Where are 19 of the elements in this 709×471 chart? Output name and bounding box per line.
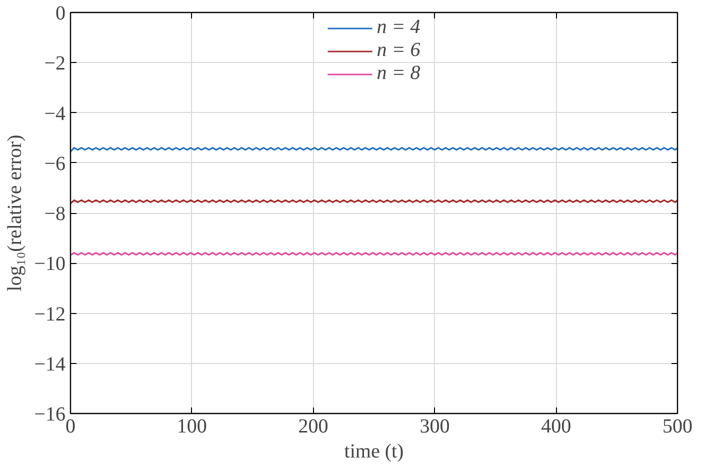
x-tick-label: 200 (298, 416, 328, 438)
y-tick-label: −14 (34, 353, 66, 376)
x-tick-label: 400 (541, 416, 572, 438)
legend-label: n = 8 (376, 62, 420, 85)
y-tick-label: −8 (44, 203, 66, 225)
y-tick-label: −2 (44, 52, 66, 75)
legend-label: n = 6 (376, 39, 420, 62)
y-tick-label: −6 (44, 152, 66, 175)
x-tick-label: 500 (662, 416, 692, 438)
legend-label: n = 4 (376, 16, 420, 39)
y-tick-label: −12 (34, 303, 66, 326)
x-tick-label: 300 (420, 416, 450, 438)
y-tick-label: −10 (34, 253, 66, 276)
x-tick-label: 100 (176, 416, 207, 438)
y-axis-title: log₁₀(relative error) (4, 134, 26, 292)
y-tick-label: −16 (34, 404, 66, 426)
y-tick-label: 0 (56, 2, 66, 24)
x-axis-title: time (t) (344, 440, 404, 462)
y-tick-label: −4 (44, 102, 66, 125)
